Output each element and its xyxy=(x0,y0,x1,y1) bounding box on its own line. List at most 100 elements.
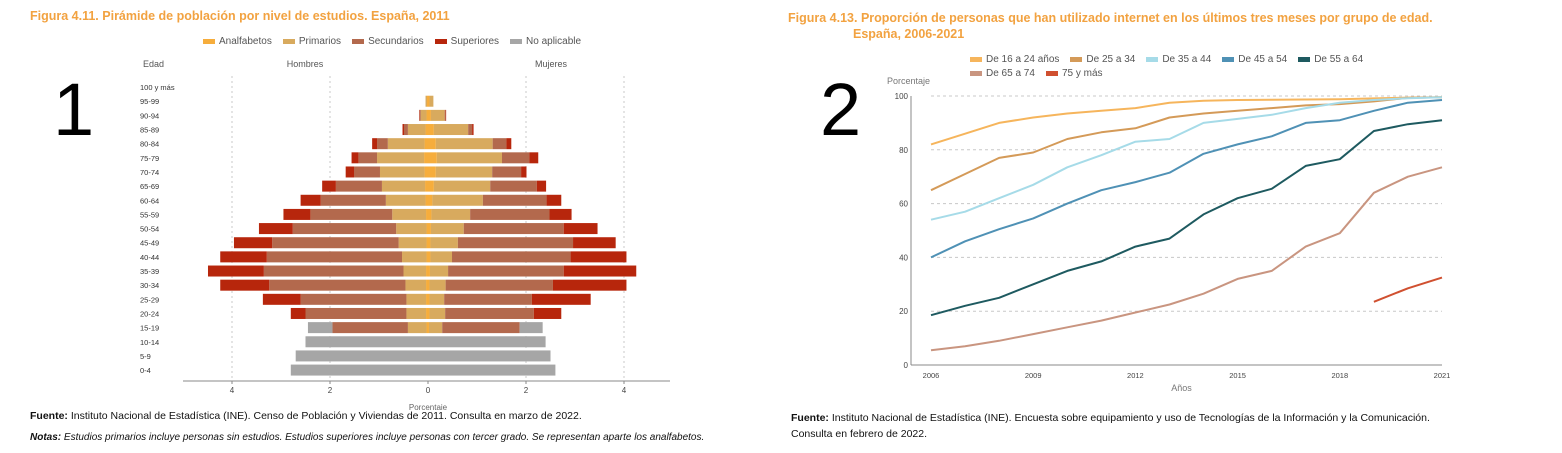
bar-hombres xyxy=(419,109,421,121)
bar-hombres xyxy=(405,279,427,291)
x-tick-label: 2015 xyxy=(1229,371,1246,380)
bar-hombres xyxy=(305,336,428,348)
bar-mujeres xyxy=(430,223,464,235)
legend-item: Superiores xyxy=(434,34,499,48)
age-tick-label: 95-99 xyxy=(140,97,159,106)
bar-hombres xyxy=(269,279,406,291)
legend-swatch xyxy=(970,56,982,62)
bar-mujeres xyxy=(428,152,437,164)
bar-mujeres xyxy=(430,251,453,263)
age-tick-label: 15-19 xyxy=(140,324,159,333)
legend-label: De 55 a 64 xyxy=(1314,53,1364,65)
bar-hombres xyxy=(426,265,428,277)
bar-mujeres xyxy=(430,109,445,121)
notes-label: Notas: xyxy=(30,432,62,443)
bar-mujeres xyxy=(428,350,551,362)
legend-swatch xyxy=(1146,56,1159,62)
bar-hombres xyxy=(283,208,311,220)
x-tick-label: 2021 xyxy=(1434,371,1451,380)
legend-item: Analfabetos xyxy=(203,34,272,48)
legend-item: De 45 a 54 xyxy=(1222,52,1287,66)
bar-mujeres xyxy=(563,265,637,277)
bar-hombres xyxy=(420,109,427,121)
x-tick-label: 2012 xyxy=(1127,371,1144,380)
bar-mujeres xyxy=(536,180,547,192)
source-note: Fuente: Instituto Nacional de Estadístic… xyxy=(791,410,1430,442)
legend-item: De 25 a 34 xyxy=(1070,52,1135,66)
bar-hombres xyxy=(407,322,427,334)
bar-hombres xyxy=(381,180,426,192)
bar-hombres xyxy=(379,166,425,178)
bar-mujeres xyxy=(428,138,436,150)
bar-mujeres xyxy=(432,194,483,206)
bar-mujeres xyxy=(428,322,443,334)
bar-mujeres xyxy=(436,152,502,164)
age-tick-label: 55-59 xyxy=(140,210,159,219)
bar-mujeres xyxy=(444,293,532,305)
bar-mujeres xyxy=(442,322,520,334)
legend-item: De 55 a 64 xyxy=(1298,52,1363,66)
legend-swatch xyxy=(1222,56,1235,62)
bar-mujeres xyxy=(428,336,546,348)
bar-hombres xyxy=(427,95,428,107)
age-tick-label: 30-34 xyxy=(140,281,159,290)
bar-hombres xyxy=(300,194,321,206)
bar-hombres xyxy=(407,124,426,136)
panel-number: 2 xyxy=(820,68,862,151)
legend-swatch xyxy=(1070,56,1083,62)
bar-mujeres xyxy=(570,251,627,263)
y-tick-label: 80 xyxy=(899,146,908,155)
bar-hombres xyxy=(233,237,273,249)
legend-label: De 65 a 74 xyxy=(986,67,1035,79)
legend-swatch xyxy=(1298,56,1311,62)
bar-mujeres xyxy=(428,194,433,206)
bar-mujeres xyxy=(429,293,445,305)
y-tick-label: 100 xyxy=(895,92,909,101)
bar-mujeres xyxy=(428,293,430,305)
legend-swatch xyxy=(352,38,365,44)
bar-hombres xyxy=(377,138,388,150)
bar-hombres xyxy=(426,293,428,305)
x-tick-label: 4 xyxy=(230,386,235,395)
bar-mujeres xyxy=(444,109,446,121)
legend-item: Primarios xyxy=(282,34,342,48)
legend-label: Primarios xyxy=(298,35,342,47)
source-label: Fuente: xyxy=(791,412,829,424)
bar-hombres xyxy=(300,293,407,305)
source-text: Instituto Nacional de Estadística (INE).… xyxy=(67,410,582,422)
bar-hombres xyxy=(426,237,428,249)
series-line xyxy=(930,96,1443,221)
x-tick-label: 2006 xyxy=(923,371,940,380)
legend-swatch xyxy=(203,38,215,44)
bar-hombres xyxy=(377,152,425,164)
bar-hombres xyxy=(398,237,427,249)
hombres-header: Hombres xyxy=(287,59,324,69)
bar-mujeres xyxy=(463,223,564,235)
bar-mujeres xyxy=(472,124,474,136)
age-tick-label: 10-14 xyxy=(140,338,159,347)
bar-hombres xyxy=(290,364,428,376)
bar-mujeres xyxy=(563,223,598,235)
bar-hombres xyxy=(424,138,428,150)
age-tick-label: 0-4 xyxy=(140,366,151,375)
age-tick-label: 5-9 xyxy=(140,352,151,361)
bar-hombres xyxy=(425,95,428,107)
bar-mujeres xyxy=(546,194,562,206)
legend-item: 75 y más xyxy=(1045,66,1103,80)
bar-hombres xyxy=(402,251,427,263)
chart-title-line-2: España, 2006-2021 xyxy=(853,27,965,41)
bar-hombres xyxy=(272,237,399,249)
bar-hombres xyxy=(310,208,393,220)
series-line xyxy=(930,96,1443,146)
population-pyramid-chart: Edad Hombres Mujeres 100 y más 95-99 90-94 85-… xyxy=(140,59,670,410)
bar-hombres xyxy=(392,208,427,220)
bar-mujeres xyxy=(573,237,616,249)
bar-hombres xyxy=(385,194,426,206)
bar-hombres xyxy=(425,180,428,192)
bar-mujeres xyxy=(470,208,550,220)
legend-item: No aplicable xyxy=(510,34,581,48)
bar-mujeres xyxy=(429,95,434,107)
bar-mujeres xyxy=(552,279,627,291)
age-tick-label: 60-64 xyxy=(140,196,159,205)
bar-mujeres xyxy=(521,166,527,178)
